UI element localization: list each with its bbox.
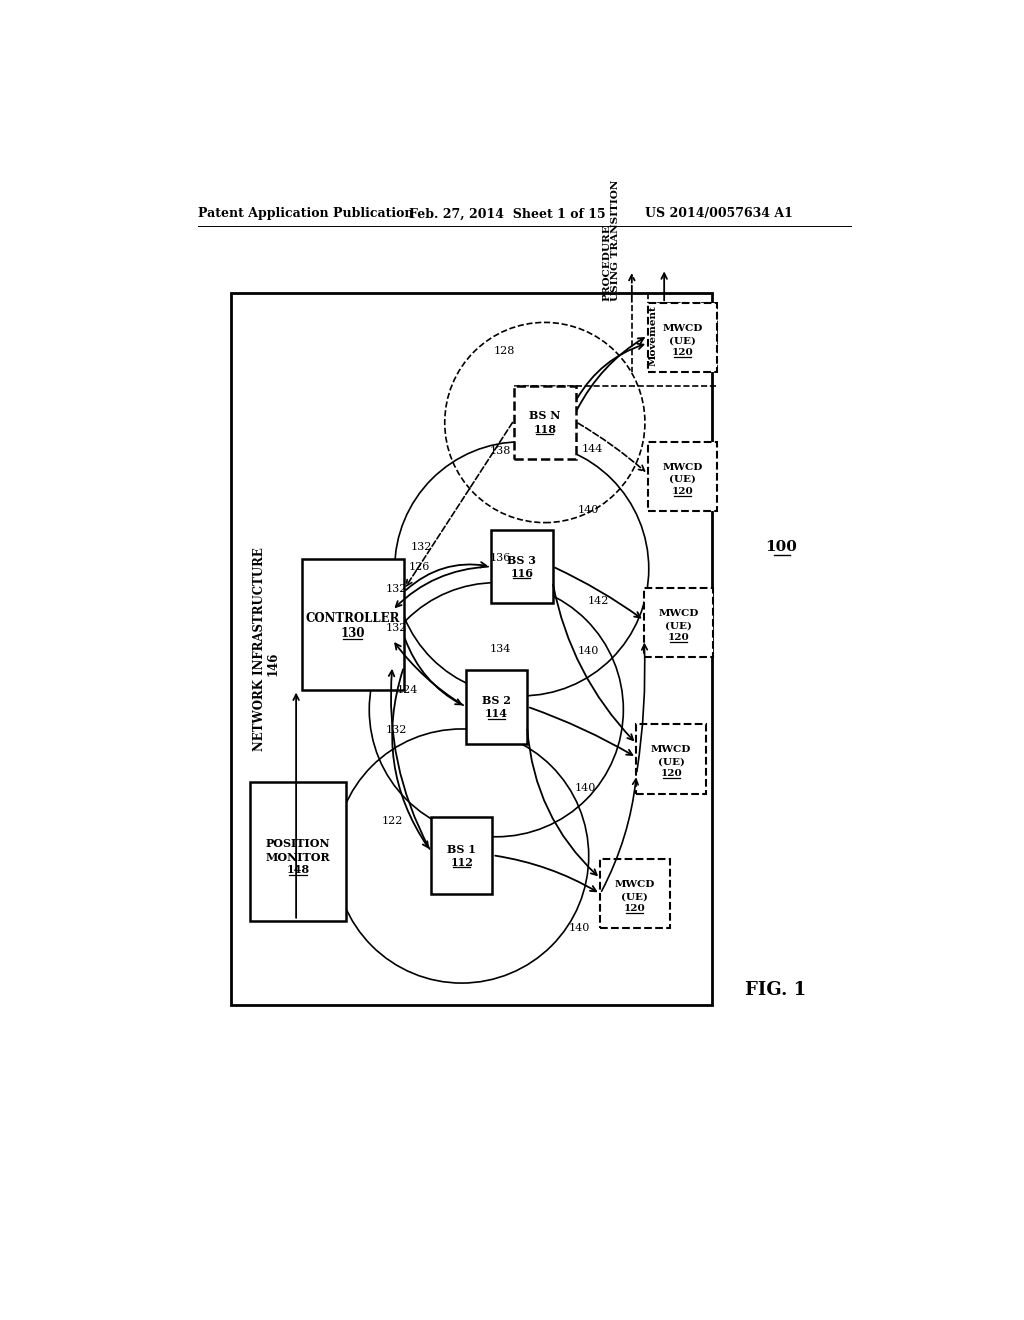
Text: 116: 116 [510,569,534,579]
Text: 132: 132 [411,543,432,552]
Text: 130: 130 [340,627,365,640]
Text: USING TRANSITION: USING TRANSITION [610,180,620,301]
Bar [644,589,714,657]
Bar [637,725,706,793]
Text: 140: 140 [574,783,596,793]
Text: MWCD: MWCD [663,325,702,333]
Text: CONTROLLER: CONTROLLER [305,611,400,624]
Text: MWCD: MWCD [651,746,691,754]
Text: NETWORK INFRASTRUCTURE: NETWORK INFRASTRUCTURE [253,546,266,751]
Text: 138: 138 [489,446,511,455]
Text: FIG. 1: FIG. 1 [745,981,806,999]
Text: (UE): (UE) [657,758,684,767]
Text: (UE): (UE) [670,475,696,484]
Text: 120: 120 [672,348,693,356]
Text: MWCD: MWCD [658,609,699,618]
Text: (UE): (UE) [666,622,692,630]
Text: 122: 122 [382,816,403,825]
Bar [490,531,553,603]
Text: 132: 132 [385,725,407,735]
Text: 128: 128 [494,346,515,356]
Text: 140: 140 [578,647,599,656]
Text: 124: 124 [397,685,419,694]
Text: 118: 118 [534,424,556,434]
Text: BS N: BS N [529,411,560,421]
Text: 140: 140 [578,504,599,515]
Text: MWCD: MWCD [614,880,655,888]
Text: BS 1: BS 1 [447,843,476,854]
Text: BS 2: BS 2 [482,696,511,706]
Text: 148: 148 [287,865,309,875]
Text: 120: 120 [668,632,690,642]
Text: 132: 132 [385,583,407,594]
Text: 126: 126 [409,561,430,572]
Text: 142: 142 [588,597,609,606]
Bar [600,859,670,928]
Bar [514,385,575,459]
Text: 120: 120 [672,487,693,495]
Text: PROCEDURE: PROCEDURE [603,224,611,301]
Bar [250,781,346,921]
Text: MONITOR: MONITOR [265,853,331,863]
Text: Movement: Movement [649,305,658,366]
Text: 114: 114 [484,709,508,719]
Text: 120: 120 [624,904,646,913]
Text: 132: 132 [385,623,407,634]
Text: 146: 146 [266,652,280,676]
Bar [648,304,717,372]
Text: US 2014/0057634 A1: US 2014/0057634 A1 [645,207,793,220]
Text: BS 3: BS 3 [507,556,537,566]
Text: POSITION: POSITION [265,838,331,849]
Text: 100: 100 [765,540,797,554]
Text: MWCD: MWCD [663,463,702,471]
Bar [431,817,493,894]
Bar [466,671,527,743]
Text: Feb. 27, 2014  Sheet 1 of 15: Feb. 27, 2014 Sheet 1 of 15 [410,207,606,220]
Text: (UE): (UE) [670,337,696,346]
Text: 112: 112 [451,857,473,867]
Text: (UE): (UE) [622,892,648,902]
Text: Patent Application Publication: Patent Application Publication [199,207,414,220]
Bar [301,558,403,689]
Text: 136: 136 [489,553,511,564]
Bar [648,442,717,511]
Text: 144: 144 [582,445,603,454]
Text: 140: 140 [568,924,590,933]
Text: 120: 120 [660,770,682,777]
Bar [230,293,712,1006]
Text: 134: 134 [489,644,511,653]
